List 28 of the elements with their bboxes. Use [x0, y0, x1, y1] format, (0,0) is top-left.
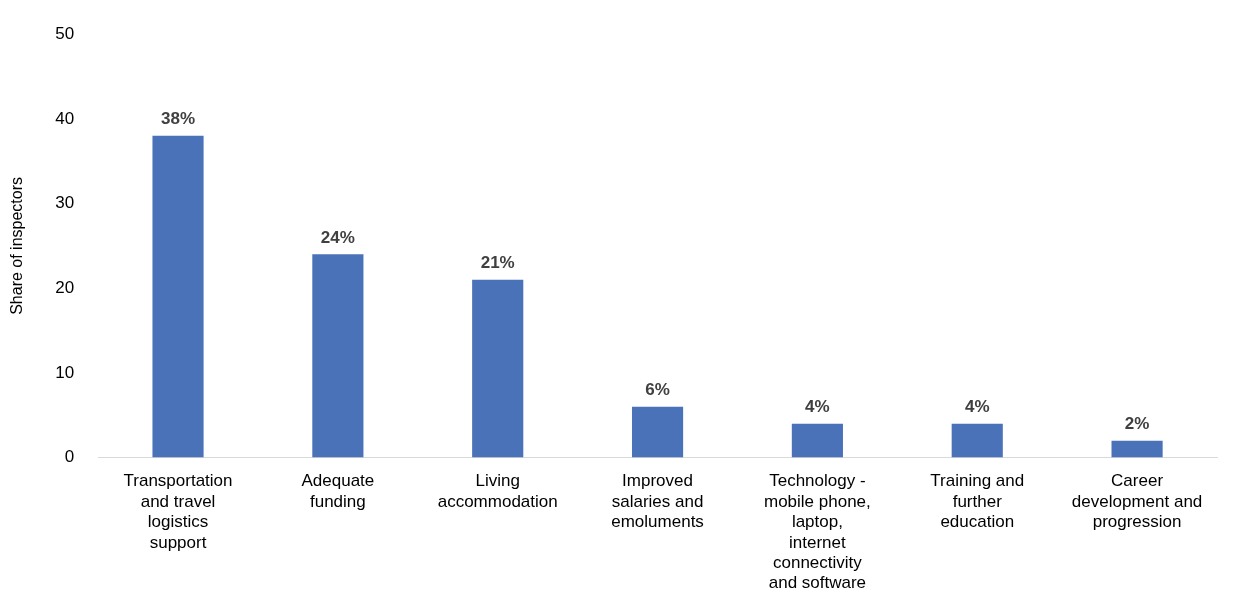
x-tick-label: Adequate funding [301, 471, 375, 511]
bar [152, 135, 204, 458]
bar [1111, 440, 1163, 458]
y-tick-label: 0 [64, 447, 75, 467]
y-tick-label: 40 [55, 108, 75, 128]
y-axis-title: Share of inspectors [8, 176, 26, 315]
bar [631, 406, 684, 458]
y-tick-label: 30 [55, 193, 75, 213]
bar [951, 423, 1003, 458]
data-label: 4% [805, 396, 830, 416]
bar [791, 423, 843, 458]
x-tick-label: Living accommodation [437, 471, 558, 511]
bar [472, 279, 524, 458]
y-tick-label: 50 [55, 23, 75, 43]
y-tick-label: 10 [55, 362, 75, 382]
data-label: 2% [1124, 413, 1150, 433]
data-label: 24% [320, 227, 355, 247]
y-tick-label: 20 [55, 277, 75, 297]
data-label: 38% [161, 109, 196, 128]
bar [312, 254, 364, 458]
x-tick-label: Technology - mobile phone, laptop, internet connectivity and software [763, 471, 871, 593]
data-label: 21% [480, 252, 515, 272]
x-tick-label: Transportation and travel logistics support [123, 471, 233, 552]
x-tick-label: Improved salaries and emoluments [611, 471, 704, 532]
x-tick-label: Career development and progression [1071, 471, 1203, 532]
x-tick-label: Training and further education [930, 471, 1025, 532]
data-label: 4% [964, 396, 990, 416]
data-label: 6% [645, 379, 670, 399]
